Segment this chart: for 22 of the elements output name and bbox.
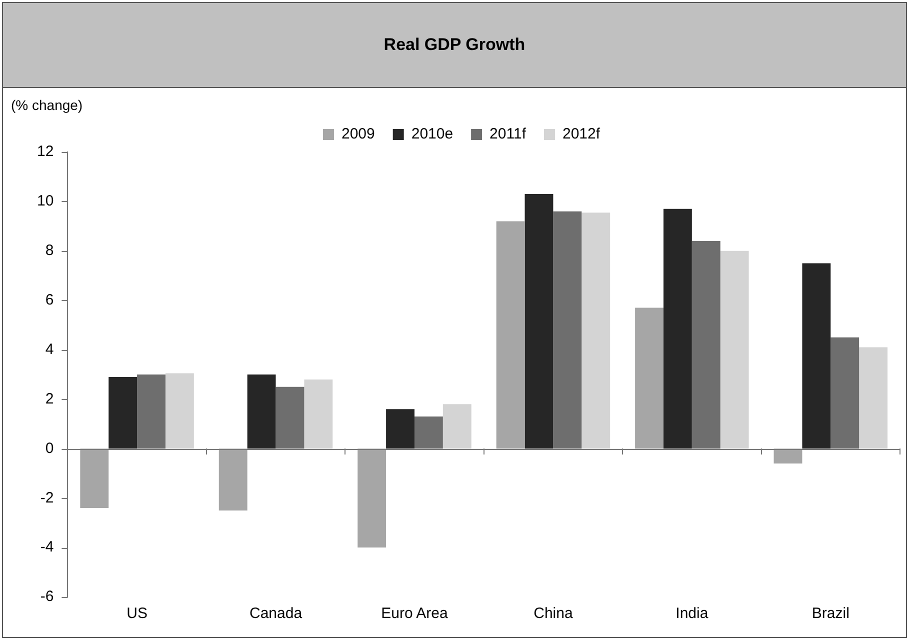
y-tick-label: 10 xyxy=(36,192,54,210)
x-tick-label: Brazil xyxy=(812,605,850,622)
legend-label: 2011f xyxy=(490,126,527,143)
x-tick-label: India xyxy=(676,605,709,622)
x-tick-label: China xyxy=(534,605,574,622)
legend-label: 2009 xyxy=(341,126,375,143)
y-tick-label: 4 xyxy=(45,340,54,358)
y-tick-label: 0 xyxy=(45,440,54,457)
y-tick-label: -4 xyxy=(40,538,54,556)
y-axis-title: (% change) xyxy=(11,97,83,113)
legend-label: 2012f xyxy=(562,126,601,143)
x-tick-label: US xyxy=(126,605,148,622)
chart-title: Real GDP Growth xyxy=(3,3,906,88)
y-tick-label: 12 xyxy=(36,143,54,160)
legend-label: 2010e xyxy=(411,126,454,143)
y-tick-label: 6 xyxy=(45,291,54,308)
x-tick-label: Euro Area xyxy=(381,605,448,622)
y-tick-label: -6 xyxy=(40,588,54,606)
y-tick-label: -2 xyxy=(40,489,54,506)
x-tick-label: Canada xyxy=(249,605,303,622)
y-tick-label: 8 xyxy=(45,242,54,260)
y-tick-label: 2 xyxy=(45,390,54,408)
